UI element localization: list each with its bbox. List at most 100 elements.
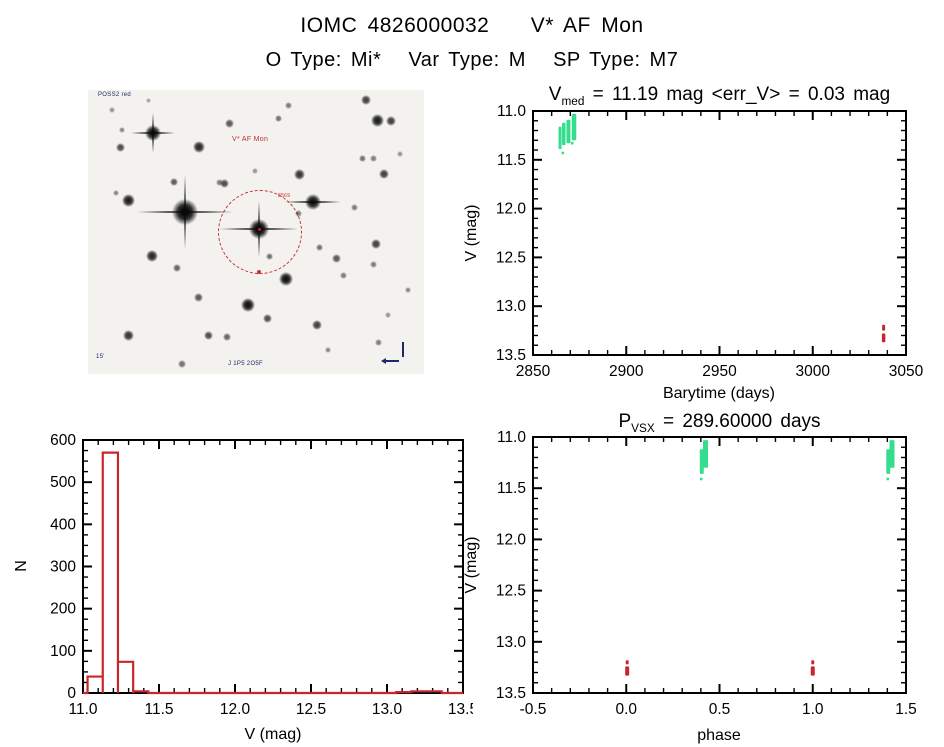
lightcurve-title-sub: med bbox=[561, 94, 585, 108]
star bbox=[203, 330, 213, 340]
data-point bbox=[699, 477, 703, 481]
star bbox=[219, 178, 229, 188]
histogram-xlabel: V (mag) bbox=[244, 726, 302, 743]
data-cluster bbox=[571, 113, 577, 141]
star bbox=[115, 142, 125, 152]
histogram-outline bbox=[83, 451, 463, 695]
lightcurve-title-pre: V bbox=[548, 84, 562, 105]
star bbox=[405, 287, 411, 293]
star bbox=[122, 329, 134, 341]
series-good-points bbox=[558, 113, 577, 155]
y-tick-label: 0 bbox=[67, 685, 76, 702]
star bbox=[113, 190, 119, 196]
page-title: IOMC 4826000032 V* AF Mon bbox=[300, 14, 644, 37]
x-tick-label: 11.5 bbox=[144, 701, 173, 718]
y-tick-label: 13.0 bbox=[496, 298, 527, 315]
series-flagged-points bbox=[625, 660, 815, 676]
star bbox=[121, 193, 135, 207]
star bbox=[293, 168, 305, 180]
phasecurve-title-sub: VSX bbox=[631, 421, 655, 435]
star bbox=[350, 203, 358, 211]
star bbox=[274, 114, 282, 122]
star bbox=[265, 252, 273, 260]
x-tick-label: 3050 bbox=[889, 363, 924, 380]
y-tick-label: 600 bbox=[50, 432, 76, 449]
data-cluster bbox=[811, 660, 815, 665]
data-point bbox=[570, 141, 574, 145]
star bbox=[223, 333, 231, 341]
target-center-marker bbox=[258, 228, 261, 231]
star bbox=[109, 107, 115, 113]
series-flagged-points bbox=[881, 324, 886, 343]
phasecurve-title-pre: P bbox=[618, 411, 632, 432]
star bbox=[374, 338, 382, 346]
x-tick-label: -0.5 bbox=[520, 701, 547, 718]
page-subtitle: O Type: Mi* Var Type: M SP Type: M7 bbox=[265, 49, 679, 71]
data-cluster bbox=[703, 440, 709, 468]
star bbox=[224, 118, 234, 128]
y-tick-label: 13.0 bbox=[496, 634, 527, 651]
axes bbox=[532, 110, 907, 356]
star bbox=[173, 264, 181, 272]
y-tick-label: 500 bbox=[50, 474, 76, 491]
finder-coords-label: J 1P5 2O5F bbox=[228, 361, 264, 367]
y-tick-label: 11.5 bbox=[497, 152, 526, 169]
data-cluster bbox=[810, 666, 815, 676]
star bbox=[386, 116, 396, 126]
star bbox=[312, 320, 322, 330]
data-cluster bbox=[566, 119, 571, 144]
x-tick-label: 2850 bbox=[516, 363, 551, 380]
x-tick-label: 0.5 bbox=[709, 701, 731, 718]
star bbox=[325, 347, 331, 353]
data-cluster bbox=[558, 126, 562, 150]
y-tick-label: 200 bbox=[50, 601, 76, 618]
y-tick-label: 400 bbox=[50, 516, 76, 533]
circle-edge-marker bbox=[257, 270, 261, 274]
x-tick-label: 3000 bbox=[796, 363, 831, 380]
star bbox=[119, 127, 125, 133]
y-tick-label: 12.5 bbox=[496, 249, 526, 266]
x-tick-label: 13.5 bbox=[448, 701, 473, 718]
star bbox=[294, 209, 302, 217]
star bbox=[193, 141, 205, 153]
star bbox=[145, 97, 151, 103]
star bbox=[252, 168, 258, 174]
x-tick-label: 2900 bbox=[609, 363, 644, 380]
data-cluster bbox=[562, 122, 566, 146]
y-tick-label: 300 bbox=[50, 559, 76, 576]
star bbox=[369, 260, 377, 268]
data-cluster bbox=[886, 449, 891, 474]
star bbox=[215, 178, 223, 186]
finder-survey-label: POSS2 red bbox=[98, 92, 132, 98]
star bbox=[331, 253, 341, 263]
star bbox=[172, 199, 198, 225]
x-tick-label: 13.0 bbox=[372, 701, 403, 718]
data-cluster bbox=[625, 660, 629, 665]
star bbox=[385, 312, 391, 318]
histogram-plot: 11.0 11.5 12.0 12.5 13.0 13.5 0 100 200 300 400 500… bbox=[50, 432, 473, 718]
lightcurve-xlabel: Barytime (days) bbox=[662, 385, 776, 402]
y-tick-label: 11.0 bbox=[497, 103, 526, 120]
y-tick-label: 12.0 bbox=[496, 201, 527, 218]
data-cluster bbox=[625, 666, 630, 676]
lightcurve-title: Vmed = 11.19 mag <err_V> = 0.03 mag bbox=[533, 84, 906, 108]
phasecurve-title: PVSX = 289.60000 days bbox=[533, 411, 906, 435]
star bbox=[145, 125, 161, 141]
star bbox=[369, 154, 377, 162]
star bbox=[170, 178, 178, 186]
star bbox=[371, 239, 381, 249]
finder-star-number: 8569 bbox=[278, 193, 291, 199]
y-tick-label: 12.0 bbox=[496, 531, 527, 548]
star bbox=[178, 360, 186, 368]
compass-north-line bbox=[402, 342, 404, 357]
lightcurve-ylabel: V (mag) bbox=[463, 204, 480, 262]
axes bbox=[532, 436, 907, 694]
histogram-ylabel: N bbox=[13, 560, 30, 572]
star bbox=[193, 292, 203, 302]
x-tick-label: 12.5 bbox=[296, 701, 326, 718]
star bbox=[284, 101, 292, 109]
x-tick-label: 11.0 bbox=[68, 701, 97, 718]
compass-east-arrowhead bbox=[381, 358, 386, 364]
data-point bbox=[561, 151, 565, 155]
